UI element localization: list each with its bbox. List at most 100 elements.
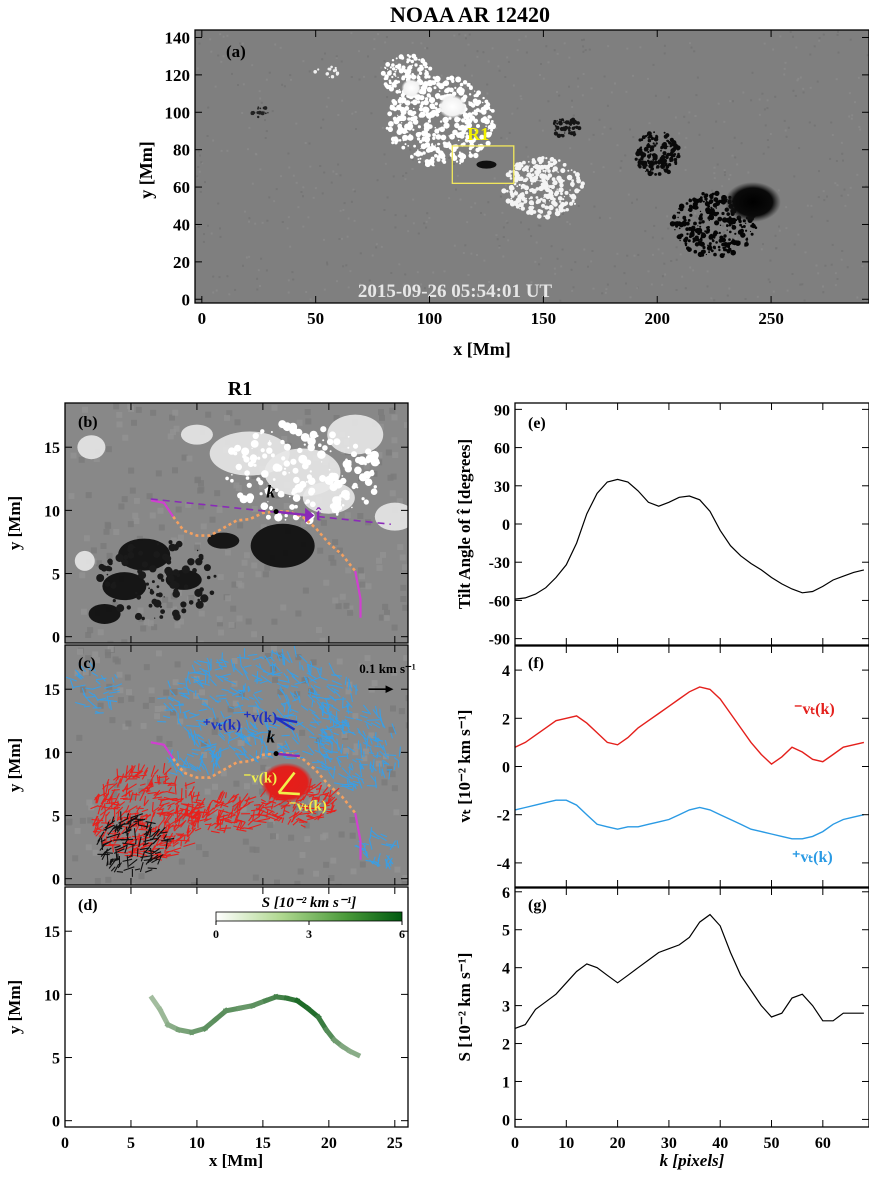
noise-pixel (686, 209, 689, 212)
negative-velocity-arrow (308, 793, 320, 798)
negative-flux (195, 600, 204, 609)
noise-pixel (723, 171, 726, 174)
noise-pixel (220, 60, 223, 63)
positive-flux (309, 430, 318, 439)
noise-pixel (376, 565, 383, 572)
positive-velocity-arrow (353, 684, 359, 691)
noise-pixel (333, 415, 340, 421)
positive-velocity-arrow (266, 656, 273, 660)
negative-flux (697, 197, 703, 203)
noise-pixel (230, 605, 237, 612)
negative-velocity-arrow (233, 795, 238, 802)
noise-pixel (274, 879, 280, 885)
noise-pixel (143, 664, 150, 671)
negative-flux (735, 219, 738, 222)
negative-velocity-arrow (210, 822, 216, 827)
positive-velocity-arrow (191, 664, 197, 674)
noise-pixel (85, 632, 92, 638)
negative-velocity-arrow (144, 826, 153, 839)
noise-pixel (78, 456, 85, 463)
positive-flux (418, 160, 421, 164)
positive-velocity-arrow (277, 693, 282, 700)
noise-pixel (655, 206, 657, 209)
noise-pixel (287, 279, 290, 282)
positive-velocity-arrow (286, 675, 290, 684)
noise-pixel (632, 136, 635, 139)
positive-flux (469, 141, 473, 145)
negative-flux (96, 574, 105, 582)
noise-pixel (826, 195, 828, 198)
positive-flux (404, 106, 410, 111)
noise-pixel (856, 173, 859, 176)
noise-pixel (231, 658, 238, 664)
negative-flux (715, 241, 718, 244)
noise-pixel (859, 128, 862, 131)
negative-flux (739, 223, 742, 227)
positive-flux (397, 99, 402, 104)
noise-pixel (542, 77, 545, 80)
negative-flux (667, 145, 669, 148)
positive-flux (459, 124, 466, 131)
positive-flux (420, 147, 422, 150)
noise-pixel (392, 175, 395, 178)
negative-flux (104, 581, 111, 587)
noise-pixel (222, 35, 225, 38)
positive-flux (552, 180, 558, 186)
negative-velocity-arrow (97, 794, 100, 801)
noise-pixel (264, 653, 271, 659)
x-tick-label: 15 (255, 1135, 271, 1152)
negative-velocity-arrow (116, 844, 128, 851)
positive-flux (457, 139, 460, 142)
negative-flux (648, 164, 653, 169)
positive-velocity-arrow (77, 671, 80, 679)
noise-pixel (590, 87, 593, 90)
noise-pixel (349, 832, 356, 839)
negative-flux (655, 134, 658, 138)
positive-flux (474, 90, 476, 92)
positive-velocity-arrow (113, 688, 120, 691)
noise-pixel (231, 72, 233, 75)
noise-pixel (569, 147, 572, 150)
positive-flux (411, 73, 415, 76)
noise-pixel (404, 273, 407, 276)
noise-pixel (186, 455, 193, 462)
noise-pixel (209, 516, 216, 523)
noise-pixel (483, 259, 486, 262)
negative-velocity-arrow (324, 804, 330, 807)
positive-velocity-arrow (241, 746, 248, 754)
negative-velocity-arrow (142, 842, 149, 846)
negative-flux (728, 223, 732, 227)
negative-flux (688, 204, 693, 209)
positive-velocity-arrow (188, 762, 199, 770)
noise-pixel (339, 209, 342, 212)
noise-pixel (504, 76, 507, 78)
noise-pixel (740, 142, 743, 145)
noise-pixel (785, 206, 788, 209)
positive-velocity-arrow (168, 771, 178, 776)
positive-velocity-arrow (241, 690, 244, 701)
negative-velocity-arrow (167, 819, 179, 827)
noise-pixel (207, 224, 209, 227)
negative-velocity-arrow (106, 853, 109, 866)
noise-pixel (710, 297, 713, 300)
negative-velocity-arrow (153, 789, 161, 799)
noise-pixel (371, 228, 374, 231)
negative-velocity-arrow (108, 783, 115, 786)
noise-pixel (426, 47, 429, 50)
positive-velocity-arrow (201, 741, 210, 747)
positive-flux (307, 438, 314, 445)
noise-pixel (158, 524, 165, 531)
noise-pixel (841, 250, 844, 252)
positive-flux (380, 70, 386, 76)
noise-pixel (403, 283, 406, 286)
noise-pixel (763, 108, 766, 111)
positive-velocity-arrow (301, 665, 304, 671)
negative-flux (706, 230, 710, 234)
noise-pixel (723, 169, 726, 172)
negative-flux (706, 225, 710, 229)
noise-pixel (310, 659, 317, 666)
noise-pixel (370, 292, 373, 295)
positive-flux (377, 461, 380, 465)
positive-velocity-arrow (104, 685, 115, 689)
negative-flux (684, 244, 688, 247)
